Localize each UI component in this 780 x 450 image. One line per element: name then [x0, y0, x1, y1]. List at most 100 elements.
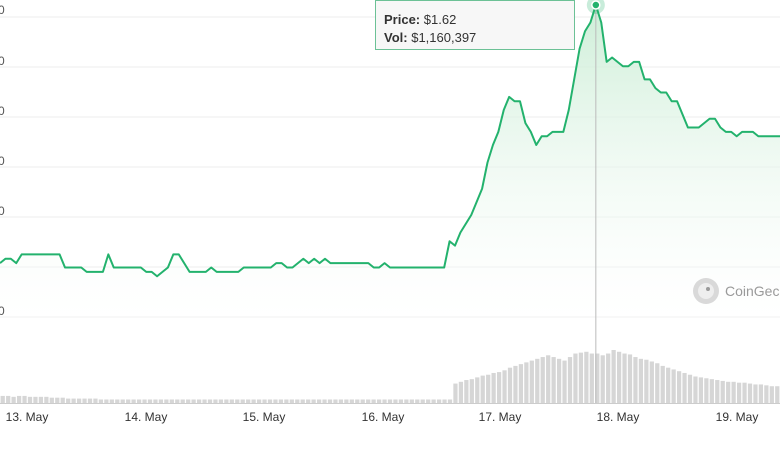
- volume-bar: [240, 399, 245, 403]
- volume-bar: [344, 399, 349, 403]
- volume-bar: [486, 374, 491, 403]
- volume-bar: [284, 399, 289, 403]
- volume-bar: [458, 381, 464, 403]
- volume-bar: [426, 399, 431, 403]
- volume-bar: [589, 353, 594, 403]
- volume-bar: [551, 357, 556, 403]
- volume-bar: [126, 399, 131, 403]
- tooltip-price-row: Price: $1.62: [384, 11, 566, 29]
- volume-bar: [600, 355, 605, 403]
- volume-bar: [49, 397, 54, 403]
- volume-bar: [76, 398, 82, 403]
- volume-bar: [731, 381, 736, 403]
- volume-bar: [169, 399, 174, 403]
- hover-point: [591, 0, 601, 10]
- volume-bar: [475, 377, 480, 403]
- volume-bar: [660, 365, 665, 403]
- volume-bar: [655, 363, 660, 403]
- volume-bar: [464, 380, 469, 403]
- x-tick-label: 16. May: [361, 410, 405, 424]
- x-tick-label: 14. May: [124, 410, 168, 424]
- volume-bar: [704, 378, 709, 403]
- volume-bar: [420, 399, 425, 403]
- volume-bar: [584, 351, 589, 403]
- volume-bar: [11, 396, 16, 403]
- volume-bar: [507, 367, 513, 403]
- volume-bar: [115, 399, 120, 403]
- tooltip-price-label: Price:: [384, 12, 421, 27]
- y-tick-label: 0: [0, 54, 5, 68]
- volume-bar: [82, 398, 87, 403]
- volume-bar: [431, 399, 436, 403]
- volume-bar: [202, 399, 207, 403]
- volume-bar: [742, 382, 747, 403]
- volume-bar: [524, 362, 529, 403]
- volume-bar: [246, 399, 251, 403]
- tooltip-price-value: $1.62: [423, 12, 457, 27]
- volume-bar: [33, 396, 38, 403]
- volume-bar: [306, 399, 311, 403]
- volume-bar: [447, 399, 453, 403]
- volume-bar: [638, 358, 644, 403]
- volume-bar: [360, 399, 365, 403]
- volume-bar: [567, 357, 573, 403]
- volume-bar: [496, 372, 502, 403]
- volume-bar: [6, 395, 11, 403]
- volume-bar: [0, 395, 5, 403]
- volume-bar: [578, 352, 584, 403]
- volume-bar: [120, 399, 125, 403]
- volume-bar: [606, 353, 611, 403]
- volume-bar: [207, 399, 213, 403]
- volume-bar: [758, 384, 764, 403]
- volume-bar: [153, 399, 158, 403]
- volume-bar: [251, 399, 256, 403]
- volume-bar: [158, 399, 164, 403]
- volume-bar: [98, 399, 104, 403]
- x-tick-label: 18. May: [596, 410, 640, 424]
- hover-tooltip: Price: $1.62 Vol: $1,160,397: [375, 0, 575, 50]
- volume-bar: [404, 399, 409, 403]
- volume-bar: [644, 359, 649, 403]
- volume-bar: [562, 360, 567, 403]
- volume-bar: [38, 396, 44, 403]
- volume-bar: [382, 399, 387, 403]
- volume-bar: [311, 399, 316, 403]
- volume-bar: [649, 361, 654, 403]
- y-tick-label: 0: [0, 204, 5, 218]
- volume-bar: [267, 399, 273, 403]
- volume-bar: [453, 383, 458, 403]
- x-tick-label: 17. May: [478, 410, 522, 424]
- volume-bar: [715, 380, 720, 403]
- volume-bar: [289, 399, 294, 403]
- volume-bar: [27, 396, 33, 403]
- tooltip-volume-row: Vol: $1,160,397: [384, 29, 566, 47]
- volume-bar: [709, 379, 714, 403]
- volume-bar: [595, 353, 600, 403]
- volume-bar: [442, 399, 447, 403]
- volume-bar: [316, 399, 322, 403]
- volume-bar: [491, 372, 496, 403]
- volume-bar: [627, 354, 633, 403]
- volume-bar: [93, 398, 98, 403]
- volume-bar: [720, 380, 725, 403]
- volume-bar: [175, 399, 180, 403]
- volume-bar: [327, 399, 333, 403]
- volume-bar: [518, 364, 524, 403]
- volume-bar: [736, 382, 742, 403]
- volume-bar: [371, 399, 376, 403]
- volume-bar: [764, 385, 769, 403]
- y-tick-label: 0: [0, 304, 5, 318]
- volume-bar: [196, 399, 202, 403]
- price-line: [0, 4, 780, 278]
- volume-bar: [55, 397, 60, 403]
- volume-bar: [218, 399, 224, 403]
- volume-bar: [398, 399, 404, 403]
- volume-bar: [376, 399, 382, 403]
- volume-bar: [235, 399, 240, 403]
- volume-bar: [131, 399, 136, 403]
- volume-bar: [366, 399, 371, 403]
- volume-bar: [142, 399, 147, 403]
- volume-bar: [747, 383, 753, 403]
- volume-bar: [295, 399, 300, 403]
